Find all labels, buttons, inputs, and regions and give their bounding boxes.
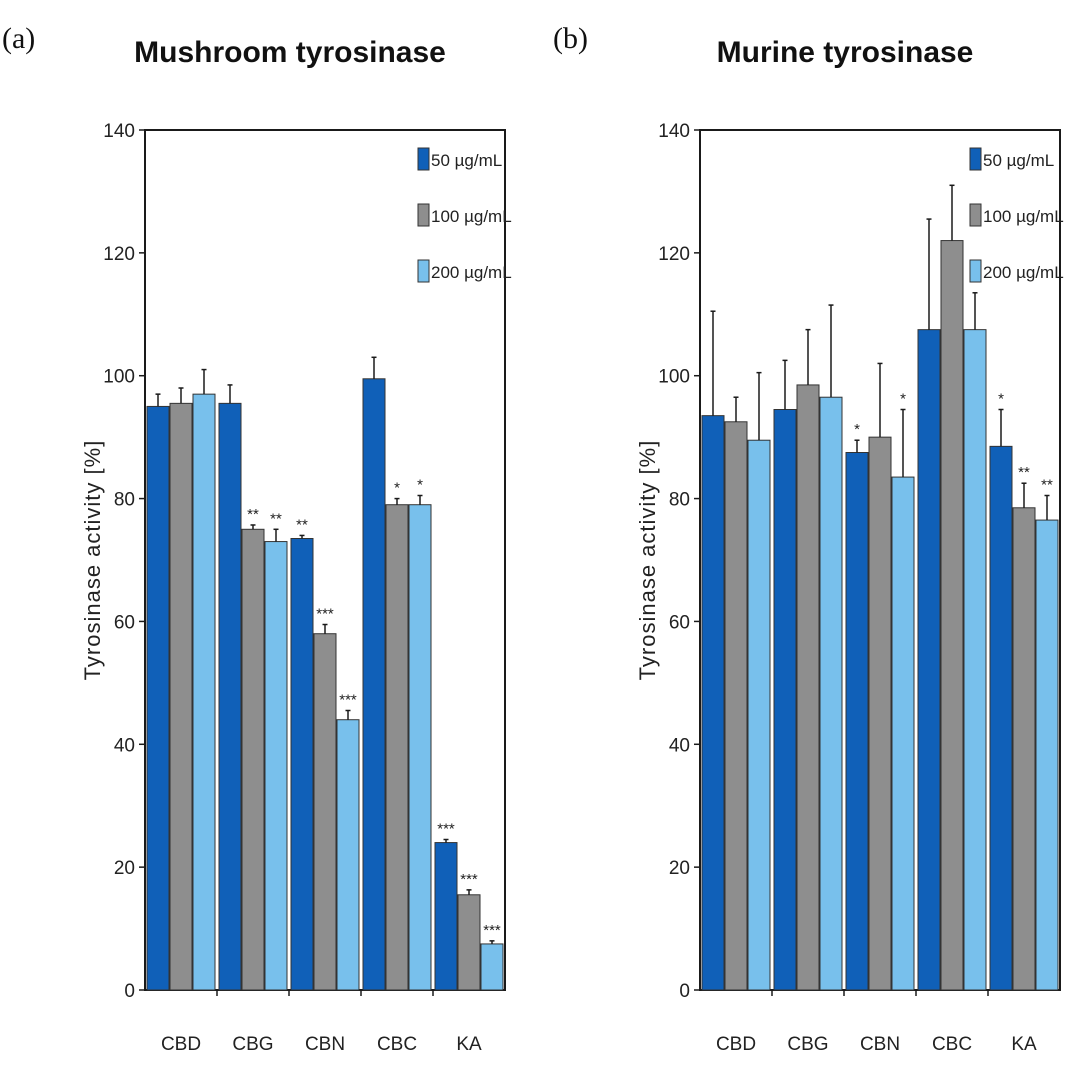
x-tick-label: KA [1011,1034,1037,1055]
y-tick-label: 100 [658,367,690,388]
bar [313,633,337,991]
y-tick-label: 100 [103,367,135,388]
bar [891,476,915,991]
bar [192,393,216,991]
significance-mark: * [998,391,1004,408]
chart-title: Mushroom tyrosinase [134,36,446,69]
significance-mark: * [854,421,860,438]
bar [290,538,314,991]
significance-mark: ** [270,510,282,527]
legend-label: 50 µg/mL [431,151,502,170]
bar [408,504,432,991]
y-tick-label: 0 [124,981,135,1002]
bar [264,541,288,991]
y-tick-label: 40 [114,735,135,756]
x-tick-label: CBG [232,1034,273,1055]
legend-swatch [417,203,430,227]
significance-mark: *** [460,871,478,888]
bar [819,396,843,991]
bar [457,894,481,991]
y-axis-label: Tyrosinase activity [%] [80,440,105,681]
y-tick-label: 80 [669,490,690,511]
bar [146,405,170,991]
x-tick-label: KA [456,1034,482,1055]
legend-label: 100 µg/mL [431,207,512,226]
bar [169,402,193,991]
bar [989,445,1013,991]
bar [385,504,409,991]
bar [480,943,504,991]
significance-mark: ** [247,506,259,523]
y-tick-label: 0 [679,981,690,1002]
x-tick-label: CBD [161,1034,201,1055]
bar [434,842,458,991]
bar [241,528,265,991]
x-tick-label: CBN [305,1034,345,1055]
significance-mark: *** [316,606,334,623]
bar [1035,519,1059,991]
y-tick-label: 20 [669,858,690,879]
legend-label: 200 µg/mL [431,263,512,282]
significance-mark: *** [339,692,357,709]
bar [940,240,964,991]
legend-label: 100 µg/mL [983,207,1064,226]
legend-swatch [417,259,430,283]
x-tick-label: CBC [377,1034,417,1055]
legend-swatch [969,147,982,171]
bar [747,439,771,991]
y-tick-label: 20 [114,858,135,879]
bar [963,329,987,991]
legend-swatch [969,203,982,227]
panel-label: (a) [2,22,35,55]
x-tick-label: CBD [716,1034,756,1055]
legend-label: 200 µg/mL [983,263,1064,282]
significance-mark: ** [296,516,308,533]
legend-label: 50 µg/mL [983,151,1054,170]
y-tick-label: 120 [658,244,690,265]
bar [1012,507,1036,991]
y-tick-label: 80 [114,490,135,511]
y-axis-label: Tyrosinase activity [%] [635,440,660,681]
x-tick-label: CBC [932,1034,972,1055]
panel-b: (b) Murine tyrosinase Tyrosinase activit… [553,22,1064,1055]
panel-label: (b) [553,22,588,55]
bar [917,329,941,991]
significance-mark: ** [1041,477,1053,494]
bar [796,384,820,991]
y-tick-label: 60 [669,612,690,633]
significance-mark: ** [1018,464,1030,481]
significance-mark: *** [437,821,455,838]
bar [218,402,242,991]
bar [701,415,725,991]
chart-title: Murine tyrosinase [717,36,974,69]
bar [362,378,386,991]
legend-swatch [417,147,430,171]
bar [868,436,892,991]
bar [336,719,360,991]
significance-mark: *** [483,922,501,939]
x-tick-label: CBN [860,1034,900,1055]
significance-mark: * [417,477,423,494]
bar [724,421,748,991]
y-tick-label: 60 [114,612,135,633]
significance-mark: * [900,391,906,408]
bar [773,409,797,991]
x-tick-label: CBG [787,1034,828,1055]
bar [845,452,869,991]
y-tick-label: 120 [103,244,135,265]
y-tick-label: 140 [103,121,135,142]
significance-mark: * [394,480,400,497]
panel-a: (a) Mushroom tyrosinase Tyrosinase activ… [2,22,512,1055]
legend-swatch [969,259,982,283]
y-tick-label: 140 [658,121,690,142]
y-tick-label: 40 [669,735,690,756]
